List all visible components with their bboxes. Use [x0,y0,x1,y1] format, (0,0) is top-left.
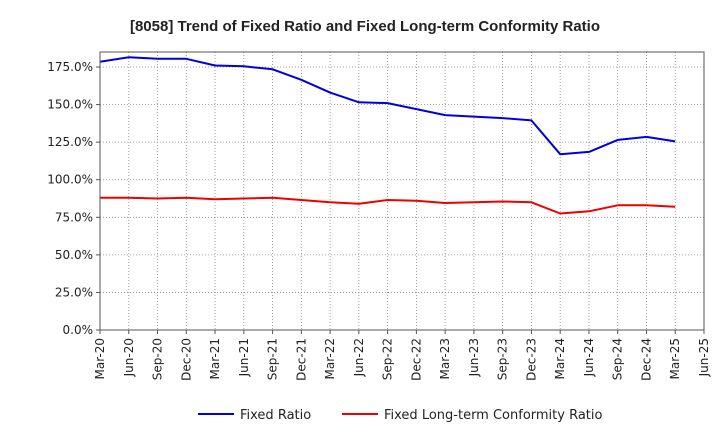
x-tick-label: Sep-21 [266,338,280,380]
x-tick-label: Mar-21 [208,338,222,379]
x-tick-label: Mar-24 [553,338,567,379]
x-tick-label: Jun-22 [352,338,366,377]
legend-label-2: Fixed Long-term Conformity Ratio [384,408,603,423]
chart-title: [8058] Trend of Fixed Ratio and Fixed Lo… [130,18,600,35]
x-tick-label: Sep-22 [381,338,395,380]
x-tick-label: Jun-20 [122,338,136,377]
y-tick-label: 150.0% [47,98,93,112]
y-tick-label: 175.0% [47,60,93,74]
grid [99,52,705,331]
legend-label-1: Fixed Ratio [240,408,311,423]
x-tick-label: Jun-23 [467,338,481,377]
x-tick-label: Mar-23 [438,338,452,379]
x-tick-label: Sep-20 [151,338,165,380]
legend: Fixed Ratio Fixed Long-term Conformity Ra… [198,408,603,423]
x-tick-label: Dec-21 [294,338,308,381]
series-line-2 [100,196,676,215]
x-tick-label: Mar-22 [323,338,337,379]
x-tick-label: Sep-24 [611,338,625,380]
y-tick-label: 0.0% [63,323,94,337]
y-tick-label: 100.0% [47,173,93,187]
x-tick-label: Mar-25 [668,338,682,379]
series-line-1 [99,56,676,156]
y-tick-label: 75.0% [55,210,93,224]
plot-frame [99,51,705,331]
x-tick-label: Dec-24 [639,338,653,381]
x-tick-label: Dec-22 [409,338,423,381]
x-tick-label: Mar-20 [93,338,107,379]
x-tick-label: Jun-21 [237,338,251,377]
y-tick-label: 50.0% [55,248,93,262]
x-tick-label: Dec-23 [524,338,538,381]
x-tick-label: Jun-25 [697,338,711,377]
x-tick-label: Dec-20 [179,338,193,381]
y-tick-label: 125.0% [47,135,93,149]
x-axis: Mar-20 Jun-20 Sep-20 Dec-20 Mar-21 Jun-21 Sep-… [93,330,711,381]
y-axis: 0.0% 25.0% 50.0% 75.0% 100.0% 125.0% 150.0% 175… [47,60,100,337]
x-tick-label: Sep-23 [496,338,510,380]
series-group [99,56,676,215]
x-tick-label: Jun-24 [582,338,596,377]
y-tick-label: 25.0% [55,285,93,299]
